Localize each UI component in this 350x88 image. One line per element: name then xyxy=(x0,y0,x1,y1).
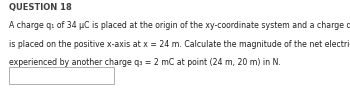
Text: QUESTION 18: QUESTION 18 xyxy=(9,3,71,12)
FancyBboxPatch shape xyxy=(9,67,114,84)
Text: A charge q₁ of 34 μC is placed at the origin of the xy-coordinate system and a c: A charge q₁ of 34 μC is placed at the or… xyxy=(9,21,350,30)
Text: experienced by another charge q₃ = 2 mC at point (24 m, 20 m) in N.: experienced by another charge q₃ = 2 mC … xyxy=(9,58,281,67)
Text: is placed on the positive x-axis at x = 24 m. Calculate the magnitude of the net: is placed on the positive x-axis at x = … xyxy=(9,40,350,49)
